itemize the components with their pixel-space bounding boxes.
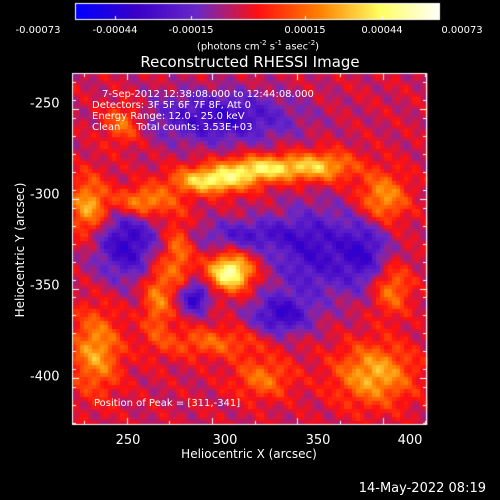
colorbar-tick-label: -0.00044: [92, 25, 138, 36]
x-tick-label: 300: [212, 433, 238, 448]
colorbar-unit-label: (photons cm-2 s-1 asec-2): [196, 39, 320, 53]
info-energy-range: Energy Range: 12.0 - 25.0 keV: [92, 111, 245, 122]
y-tick-label: -250: [30, 96, 60, 112]
colorbar-tick-label: 0.00073: [441, 25, 483, 36]
y-tick-label: -350: [30, 278, 60, 294]
info-clean-counts: Clean Total counts: 3.53E+03: [92, 122, 253, 133]
y-tick-label: -300: [30, 187, 60, 203]
x-tick-label: 400: [397, 433, 423, 448]
info-detectors: Detectors: 3F 5F 6F 7F 8F, Att 0: [92, 100, 252, 111]
y-tick-label: -400: [30, 369, 60, 385]
y-axis-label: Heliocentric Y (arcsec): [13, 182, 27, 318]
colorbar-tick-label: -0.00073: [15, 25, 61, 36]
x-axis-label: Heliocentric X (arcsec): [181, 447, 317, 461]
colorbar-tick-label: -0.00015: [168, 25, 214, 36]
x-tick-label: 250: [115, 433, 141, 448]
timestamp: 14-May-2022 08:19: [358, 481, 486, 496]
colorbar-tick-label: 0.00044: [361, 25, 403, 36]
peak-position-label: Position of Peak = [311,-341]: [94, 398, 241, 409]
colorbar-tick-label: 0.00015: [284, 25, 326, 36]
x-tick-label: 350: [305, 433, 331, 448]
info-time-range: 7-Sep-2012 12:38:08.000 to 12:44:08.000: [102, 89, 314, 100]
chart-title: Reconstructed RHESSI Image: [140, 53, 360, 71]
